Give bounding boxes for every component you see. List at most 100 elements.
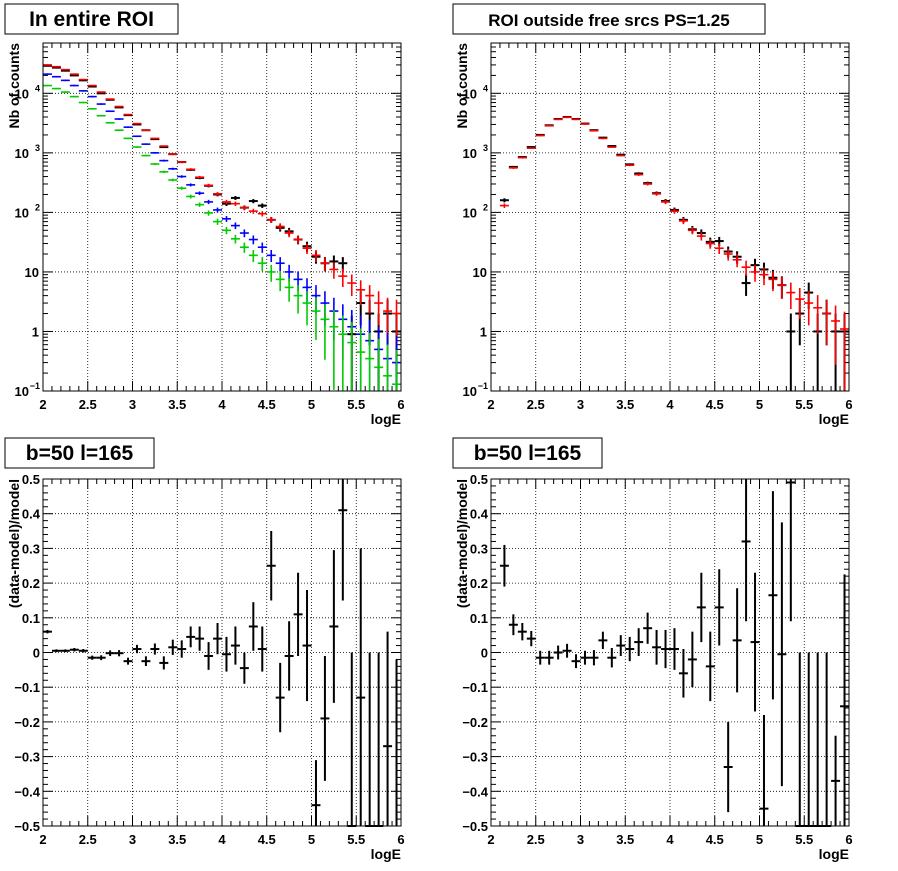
data-point <box>78 101 88 104</box>
x-axis-label: logE <box>371 846 401 862</box>
data-point <box>275 257 285 272</box>
x-tick-label: 4.5 <box>258 397 276 412</box>
data-point <box>705 239 715 249</box>
data-point <box>69 647 79 652</box>
x-axis-label: logE <box>371 411 401 427</box>
x-tick-label: 4 <box>666 832 674 847</box>
data-point <box>266 531 276 601</box>
data-point <box>132 135 142 138</box>
data-point <box>723 721 733 813</box>
data-point <box>43 73 52 75</box>
data-point <box>293 285 303 314</box>
y-tick-label: −0.5 <box>462 819 488 834</box>
y-tick-label-exponent: 3 <box>35 143 40 153</box>
data-point <box>347 321 357 391</box>
y-tick-label: 0.1 <box>470 611 488 626</box>
data-point <box>293 572 303 656</box>
data-point <box>580 650 590 665</box>
data-point <box>257 257 267 272</box>
data-point <box>508 614 518 636</box>
y-axis-label: (data-model)/model <box>454 479 470 608</box>
data-point <box>222 216 231 222</box>
data-point <box>284 621 294 691</box>
data-point <box>732 588 742 693</box>
data-point <box>544 650 554 665</box>
data-point <box>105 98 115 100</box>
data-point <box>652 192 662 196</box>
data-point <box>186 168 196 171</box>
y-tick-label: −0.4 <box>462 784 488 799</box>
data-point <box>78 90 88 92</box>
data-point <box>392 349 401 391</box>
data-point <box>535 134 545 137</box>
data-point <box>535 650 545 665</box>
data-point <box>123 657 133 665</box>
data-point <box>598 631 608 650</box>
x-tick-label: 2 <box>487 832 494 847</box>
data-point <box>670 208 679 214</box>
data-point <box>248 602 258 651</box>
data-point <box>60 91 70 93</box>
plot-frame <box>42 478 402 827</box>
data-point <box>257 203 267 208</box>
data-point <box>150 137 160 140</box>
data-point <box>87 84 97 87</box>
plot-frame <box>490 42 850 392</box>
data-point <box>96 114 106 117</box>
data-point <box>195 626 205 651</box>
data-point <box>284 229 294 238</box>
data-point <box>239 205 249 211</box>
y-tick-label: 0.4 <box>22 507 41 522</box>
y-tick-label-exponent: 4 <box>483 83 488 93</box>
data-point <box>69 95 79 98</box>
data-point <box>87 107 97 110</box>
x-tick-label: 5 <box>756 832 763 847</box>
data-point <box>105 121 115 124</box>
data-point <box>222 636 231 672</box>
chart-title: In entire ROI <box>29 8 154 31</box>
data-point <box>177 186 187 190</box>
data-point <box>60 649 70 653</box>
data-point <box>60 79 70 82</box>
data-point <box>661 629 670 669</box>
data-point <box>831 305 841 365</box>
x-axis-label: logE <box>819 411 849 427</box>
data-point <box>338 268 348 287</box>
y-tick-label: −0.3 <box>462 750 488 765</box>
y-tick-label: 10 <box>473 265 487 280</box>
series-2 <box>43 64 401 346</box>
data-point <box>43 84 52 87</box>
x-tick-label: 5.5 <box>795 397 813 412</box>
data-point <box>204 210 214 216</box>
y-tick-label: 0.5 <box>22 472 40 487</box>
x-tick-label: 6 <box>397 397 404 412</box>
data-point <box>293 235 303 245</box>
data-point <box>589 650 599 666</box>
data-point <box>634 628 644 656</box>
data-point <box>150 152 160 154</box>
data-point <box>732 254 742 268</box>
data-point <box>643 612 653 644</box>
y-tick-label: 0.4 <box>470 507 489 522</box>
x-tick-label: 3 <box>577 397 584 412</box>
data-point <box>69 84 79 87</box>
data-point <box>248 208 258 214</box>
data-point <box>132 122 142 125</box>
data-point <box>78 649 88 653</box>
data-point <box>69 73 79 75</box>
data-point <box>186 626 196 648</box>
data-point <box>329 550 339 703</box>
x-tick-label: 3 <box>129 397 136 412</box>
data-point <box>222 199 231 205</box>
data-point <box>840 574 849 826</box>
x-tick-label: 4 <box>218 397 226 412</box>
data-point <box>795 287 805 319</box>
x-tick-label: 4 <box>218 832 226 847</box>
data-point <box>96 92 106 95</box>
data-point <box>508 166 518 169</box>
y-tick-label: 10 <box>15 86 29 101</box>
x-tick-label: 2 <box>487 397 494 412</box>
y-tick-label-exponent: 2 <box>483 202 488 212</box>
data-point <box>105 110 115 113</box>
data-point <box>284 278 294 302</box>
